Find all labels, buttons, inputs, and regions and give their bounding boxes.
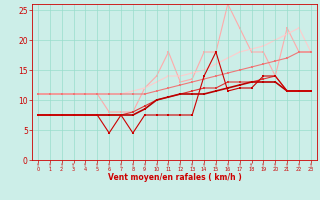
X-axis label: Vent moyen/en rafales ( km/h ): Vent moyen/en rafales ( km/h ) [108, 173, 241, 182]
